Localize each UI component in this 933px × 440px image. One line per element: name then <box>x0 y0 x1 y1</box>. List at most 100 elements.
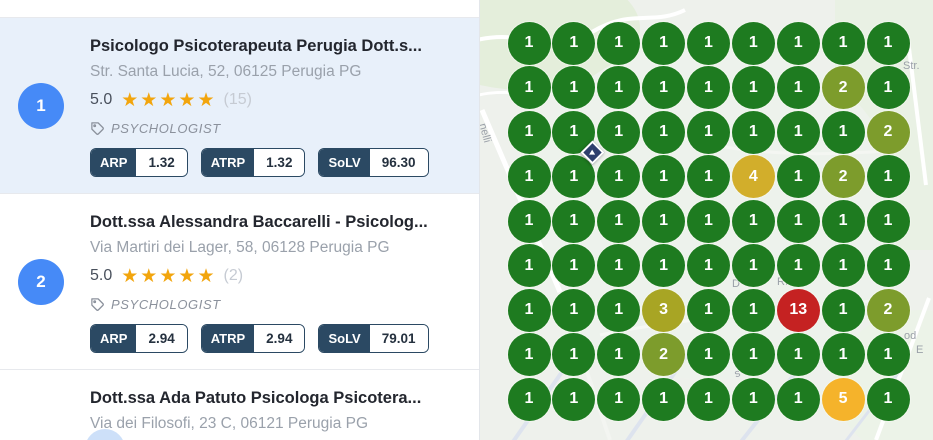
grid-rank-marker[interactable]: 1 <box>507 244 551 287</box>
grid-rank-marker[interactable]: 2 <box>866 288 910 332</box>
grid-rank-marker[interactable]: 1 <box>642 244 686 287</box>
grid-rank-marker[interactable]: 1 <box>866 66 910 109</box>
grid-rank-marker[interactable]: 1 <box>597 66 641 109</box>
grid-rank-marker[interactable]: 1 <box>642 110 686 154</box>
grid-rank-marker[interactable]: 1 <box>687 244 730 287</box>
listings-panel[interactable]: 1 Psicologo Psicoterapeuta Perugia Dott.… <box>0 0 480 440</box>
grid-rank-marker[interactable]: 1 <box>552 155 596 198</box>
grid-rank-marker[interactable]: 2 <box>642 333 686 376</box>
grid-rank-marker[interactable]: 1 <box>866 377 910 421</box>
grid-rank-marker[interactable]: 1 <box>552 377 596 421</box>
grid-rank-marker[interactable]: 1 <box>597 377 641 421</box>
grid-rank-marker[interactable]: 1 <box>776 333 820 376</box>
grid-rank-marker[interactable]: 1 <box>507 155 551 198</box>
rank-badge: 2 <box>18 259 64 305</box>
grid-rank-marker[interactable]: 1 <box>597 199 641 243</box>
rank-column: 1 <box>16 35 90 177</box>
atrp-badge: ATRP 1.32 <box>200 148 306 177</box>
map[interactable]: Str.nelliDRISSsodE1111111111111111211111… <box>480 0 933 440</box>
grid-rank-marker[interactable]: 1 <box>507 199 551 243</box>
grid-rank-marker[interactable]: 1 <box>731 21 775 65</box>
grid-rank-marker[interactable]: 1 <box>731 333 775 376</box>
grid-rank-marker[interactable]: 1 <box>866 21 910 65</box>
listing-title: Dott.ssa Ada Patuto Psicologa Psicotera.… <box>90 389 422 407</box>
grid-rank-marker[interactable]: 1 <box>507 66 551 109</box>
solv-label: SoLV <box>319 149 370 176</box>
grid-rank-marker[interactable]: 1 <box>731 110 775 154</box>
atrp-value: 2.94 <box>254 325 305 352</box>
grid-rank-marker[interactable]: 1 <box>776 66 820 109</box>
listing-card[interactable]: 2 Dott.ssa Alessandra Baccarelli - Psico… <box>0 194 479 370</box>
grid-rank-marker[interactable]: 1 <box>821 333 865 376</box>
grid-rank-marker[interactable]: 1 <box>776 377 820 421</box>
grid-rank-marker[interactable]: 1 <box>642 377 686 421</box>
grid-rank-marker[interactable]: 5 <box>821 377 865 421</box>
grid-rank-marker[interactable]: 1 <box>731 66 775 109</box>
grid-rank-marker[interactable]: 1 <box>687 66 730 109</box>
business-marker-icon <box>589 149 596 155</box>
grid-rank-marker[interactable]: 1 <box>776 155 820 198</box>
grid-rank-marker[interactable]: 1 <box>507 333 551 376</box>
grid-rank-marker[interactable]: 1 <box>821 21 865 65</box>
grid-rank-marker[interactable]: 1 <box>821 199 865 243</box>
star-icon: ★ <box>121 89 141 111</box>
grid-rank-marker[interactable]: 1 <box>687 377 730 421</box>
atrp-label: ATRP <box>201 149 255 176</box>
grid-rank-marker[interactable]: 1 <box>776 244 820 287</box>
grid-rank-marker[interactable]: 1 <box>687 155 730 198</box>
grid-rank-marker[interactable]: 1 <box>821 288 865 332</box>
grid-rank-marker[interactable]: 1 <box>866 333 910 376</box>
grid-rank-marker[interactable]: 2 <box>866 110 910 154</box>
grid-rank-marker[interactable]: 1 <box>687 21 730 65</box>
grid-rank-marker[interactable]: 1 <box>552 333 596 376</box>
grid-rank-marker[interactable]: 1 <box>597 288 641 332</box>
grid-rank-marker[interactable]: 3 <box>642 288 686 332</box>
listing-card[interactable]: 1 Psicologo Psicoterapeuta Perugia Dott.… <box>0 18 479 194</box>
grid-rank-marker[interactable]: 4 <box>731 155 775 198</box>
rank-column: 2 <box>16 211 90 353</box>
grid-rank-marker[interactable]: 1 <box>866 199 910 243</box>
grid-rank-marker[interactable]: 1 <box>731 288 775 332</box>
grid-rank-marker[interactable]: 13 <box>776 288 820 332</box>
grid-rank-marker[interactable]: 1 <box>642 21 686 65</box>
arp-label: ARP <box>91 149 137 176</box>
grid-rank-marker[interactable]: 1 <box>597 110 641 154</box>
street-label: Str. <box>903 60 920 72</box>
grid-rank-marker[interactable]: 1 <box>687 199 730 243</box>
grid-rank-marker[interactable]: 1 <box>866 155 910 198</box>
grid-rank-marker[interactable]: 2 <box>821 155 865 198</box>
grid-rank-marker[interactable]: 1 <box>597 333 641 376</box>
grid-rank-marker[interactable]: 1 <box>552 66 596 109</box>
grid-rank-marker[interactable]: 1 <box>731 199 775 243</box>
grid-rank-marker[interactable]: 1 <box>507 110 551 154</box>
grid-rank-marker[interactable]: 1 <box>866 244 910 287</box>
grid-rank-marker[interactable]: 1 <box>776 21 820 65</box>
grid-rank-marker[interactable]: 1 <box>776 199 820 243</box>
grid-rank-marker[interactable]: 1 <box>507 288 551 332</box>
star-icon: ★ <box>159 89 179 111</box>
grid-rank-marker[interactable]: 1 <box>597 21 641 65</box>
grid-rank-marker[interactable]: 1 <box>687 333 730 376</box>
grid-rank-marker[interactable]: 1 <box>507 21 551 65</box>
listing-card[interactable]: Dott.ssa Ada Patuto Psicologa Psicotera.… <box>0 370 479 440</box>
grid-rank-marker[interactable]: 1 <box>731 244 775 287</box>
grid-rank-marker[interactable]: 1 <box>552 199 596 243</box>
grid-rank-marker[interactable]: 1 <box>687 110 730 154</box>
grid-rank-marker[interactable]: 1 <box>642 199 686 243</box>
grid-rank-marker[interactable]: 1 <box>507 377 551 421</box>
grid-rank-marker[interactable]: 1 <box>731 377 775 421</box>
grid-rank-marker[interactable]: 1 <box>552 21 596 65</box>
grid-rank-marker[interactable]: 2 <box>821 66 865 109</box>
grid-rank-marker[interactable]: 1 <box>552 244 596 287</box>
grid-rank-marker[interactable]: 1 <box>552 288 596 332</box>
grid-rank-marker[interactable]: 1 <box>642 66 686 109</box>
list-header-strip <box>0 0 479 18</box>
grid-rank-marker[interactable]: 1 <box>642 155 686 198</box>
grid-rank-marker[interactable]: 1 <box>687 288 730 332</box>
grid-rank-marker[interactable]: 1 <box>597 155 641 198</box>
grid-rank-marker[interactable]: 1 <box>597 244 641 287</box>
listing-body: Psicologo Psicoterapeuta Perugia Dott.s.… <box>90 35 463 177</box>
grid-rank-marker[interactable]: 1 <box>776 110 820 154</box>
grid-rank-marker[interactable]: 1 <box>821 110 865 154</box>
grid-rank-marker[interactable]: 1 <box>821 244 865 287</box>
